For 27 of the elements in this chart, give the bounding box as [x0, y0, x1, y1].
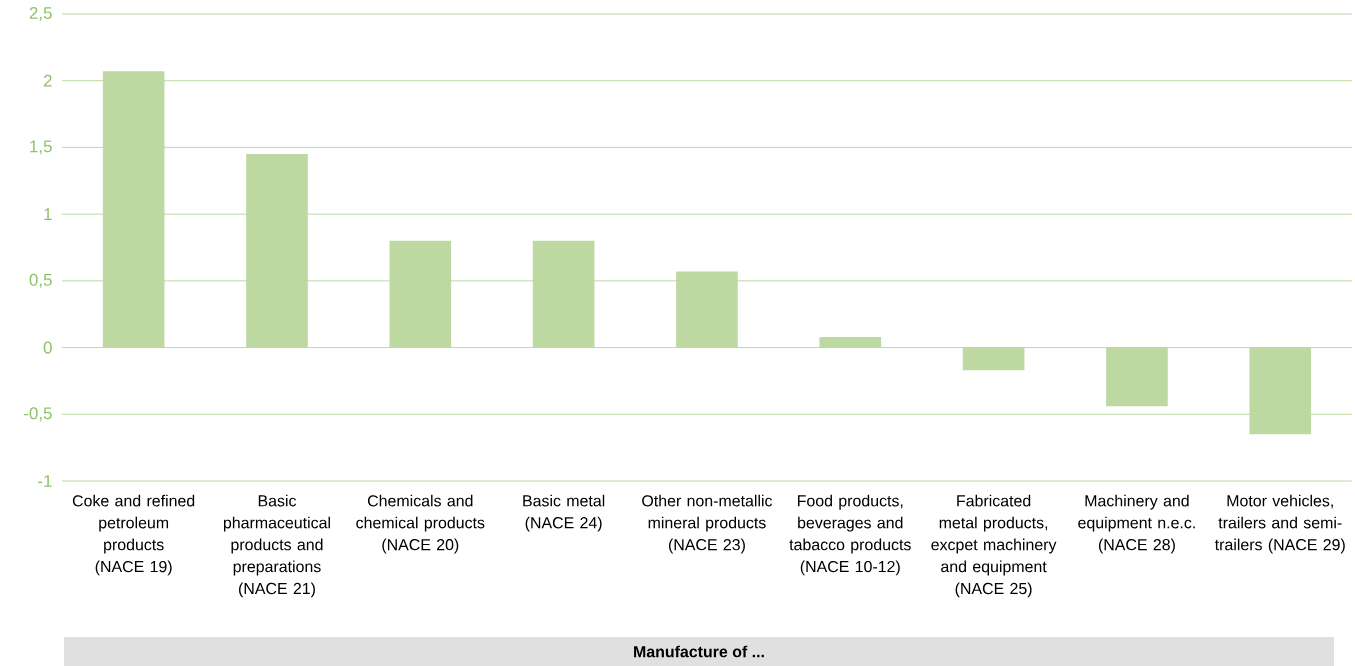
y-tick-label: 2: [43, 74, 52, 87]
x-tick-label: Coke and refined petroleum products (NACE 19): [72, 494, 195, 576]
x-tick-label: Machinery and equipment n.e.c. (NACE 28): [1078, 494, 1195, 554]
y-tick-label: 1: [44, 208, 52, 220]
bar: [102, 71, 165, 348]
y-tick-label: 0: [43, 341, 52, 354]
x-tick-label: Chemicals and chemical products (NACE 20): [356, 494, 485, 554]
y-tick-label: -1: [38, 475, 52, 487]
y-tick-label: -0,5: [24, 407, 52, 422]
bar: [246, 154, 308, 348]
bar: [1249, 347, 1312, 435]
y-tick-label: 2,5: [29, 7, 52, 21]
bar: [532, 240, 595, 348]
x-axis-title: Manufacture of ...: [634, 645, 764, 658]
bar: [389, 240, 452, 348]
y-tick-label: 0,5: [29, 273, 52, 288]
x-tick-label: Fabricated metal products, excpet machinery and equipment (NACE 25): [931, 494, 1057, 598]
x-tick-label: Motor vehicles, trailers and semi-trailers (NACE 29): [1214, 494, 1345, 554]
bar: [676, 271, 738, 348]
bar: [962, 347, 1025, 371]
x-tick-label: Food products, beverages and tabacco products (NACE 10-12): [789, 494, 911, 576]
bar: [819, 336, 882, 348]
x-tick-label: Basic metal (NACE 24): [523, 494, 605, 532]
x-tick-label: Other non-metallic mineral products (NACE 23): [642, 494, 773, 554]
y-tick-label: 1,5: [30, 140, 52, 155]
x-tick-label: Basic pharmaceutical products and preparations (NACE 21): [223, 494, 330, 598]
bar: [1106, 347, 1168, 407]
